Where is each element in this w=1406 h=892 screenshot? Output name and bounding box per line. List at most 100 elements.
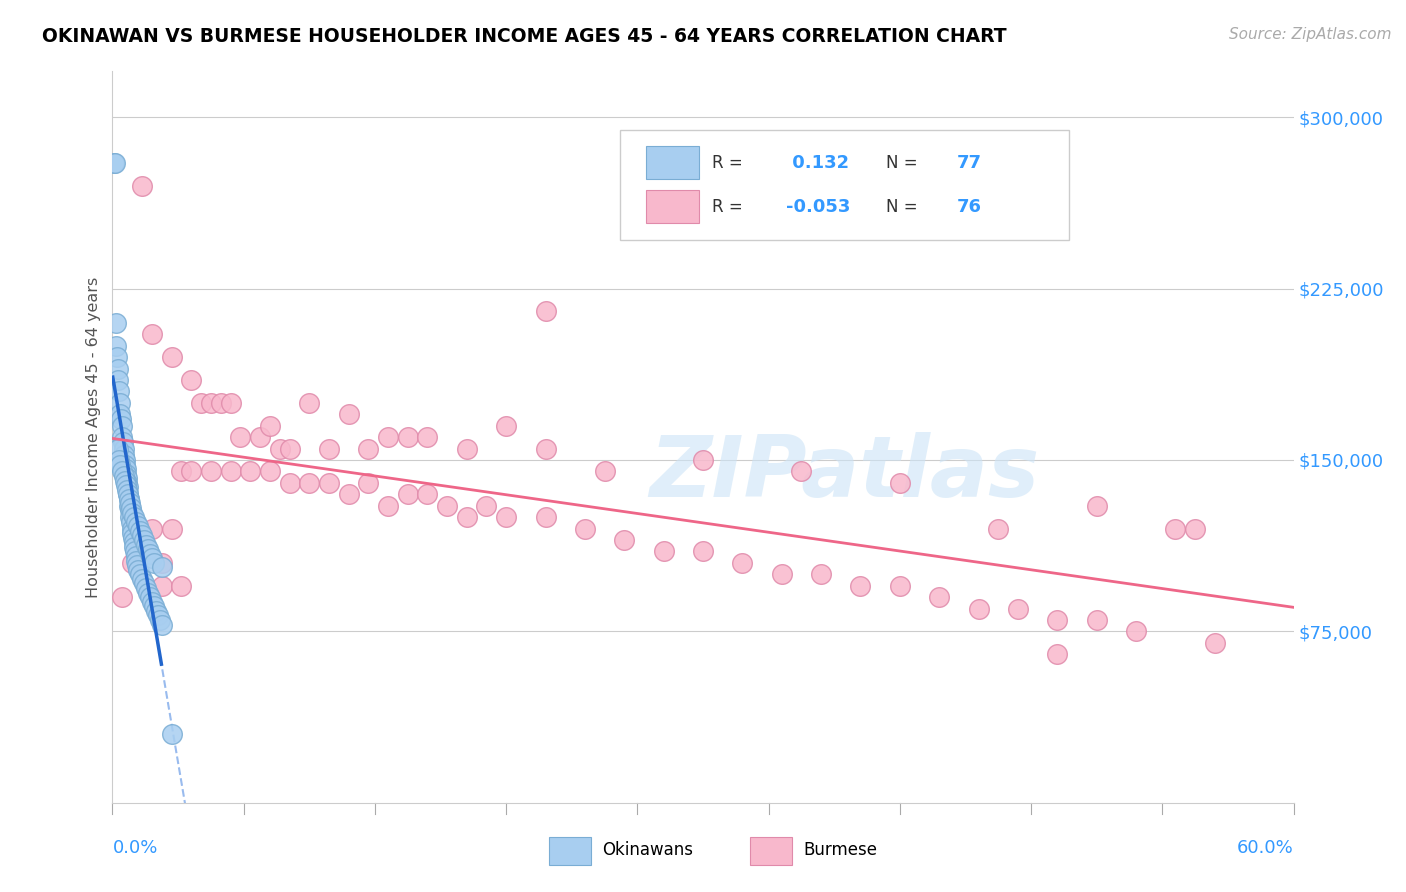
Point: [105, 316, 128, 330]
Point: [108, 453, 131, 467]
Point: [131, 572, 153, 586]
Point: [114, 474, 136, 488]
Point: [790, 464, 813, 478]
Point: [105, 338, 128, 352]
Text: ZIPatlas: ZIPatlas: [650, 432, 1040, 516]
Point: [131, 528, 153, 542]
Point: [142, 599, 165, 614]
Point: [534, 442, 557, 456]
Point: [987, 521, 1010, 535]
Point: [132, 576, 155, 591]
Y-axis label: Householder Income Ages 45 - 64 years: Householder Income Ages 45 - 64 years: [86, 277, 101, 598]
Point: [377, 430, 399, 444]
Point: [136, 585, 159, 599]
Point: [318, 442, 340, 456]
Point: [150, 560, 173, 574]
Point: [121, 521, 143, 535]
Text: N =: N =: [886, 153, 918, 172]
Point: [111, 590, 134, 604]
Point: [150, 579, 173, 593]
Point: [150, 556, 173, 570]
Point: [114, 458, 136, 472]
Point: [135, 581, 157, 595]
Point: [114, 453, 136, 467]
Point: [1007, 601, 1029, 615]
Point: [495, 510, 517, 524]
Point: [115, 478, 138, 492]
Point: [117, 487, 139, 501]
Point: [357, 442, 380, 456]
Point: [377, 499, 399, 513]
Point: [121, 506, 143, 520]
Text: Burmese: Burmese: [803, 841, 877, 859]
Text: Source: ZipAtlas.com: Source: ZipAtlas.com: [1229, 27, 1392, 42]
Point: [889, 475, 911, 490]
Point: [534, 304, 557, 318]
Point: [259, 418, 281, 433]
Point: [298, 475, 321, 490]
Bar: [550, 838, 591, 865]
Point: [110, 458, 132, 472]
Point: [117, 487, 139, 501]
Point: [318, 475, 340, 490]
Point: [115, 483, 138, 497]
Point: [1164, 521, 1187, 535]
Point: [652, 544, 675, 558]
Point: [190, 396, 212, 410]
Text: N =: N =: [886, 198, 918, 216]
Point: [135, 537, 157, 551]
Point: [219, 464, 242, 478]
Point: [122, 510, 145, 524]
Point: [122, 531, 145, 545]
Point: [475, 499, 498, 513]
Text: Okinawans: Okinawans: [603, 841, 693, 859]
Point: [928, 590, 950, 604]
Text: R =: R =: [713, 198, 744, 216]
Point: [141, 327, 163, 342]
Text: 0.0%: 0.0%: [112, 839, 157, 857]
Point: [731, 556, 754, 570]
Point: [118, 491, 141, 506]
Point: [416, 487, 439, 501]
Point: [396, 487, 419, 501]
Point: [180, 464, 202, 478]
Point: [115, 462, 138, 476]
Point: [337, 407, 360, 421]
Point: [269, 442, 291, 456]
Point: [121, 526, 143, 541]
Point: [141, 594, 163, 608]
Point: [104, 155, 127, 169]
Point: [692, 544, 714, 558]
Text: 0.132: 0.132: [786, 153, 849, 172]
Point: [142, 556, 165, 570]
Point: [107, 361, 129, 376]
Point: [574, 521, 596, 535]
Point: [107, 442, 129, 456]
Point: [770, 567, 793, 582]
Point: [136, 542, 159, 557]
Point: [416, 430, 439, 444]
Point: [1204, 636, 1226, 650]
Point: [107, 350, 129, 364]
Point: [692, 453, 714, 467]
Point: [170, 579, 193, 593]
Point: [120, 503, 142, 517]
Point: [129, 524, 152, 538]
Point: [1184, 521, 1206, 535]
Point: [122, 535, 145, 549]
Point: [357, 475, 380, 490]
Point: [456, 442, 478, 456]
FancyBboxPatch shape: [620, 130, 1069, 240]
Point: [150, 617, 173, 632]
Bar: [647, 190, 699, 223]
Point: [160, 521, 183, 535]
Point: [436, 499, 458, 513]
Point: [131, 533, 153, 547]
Point: [149, 613, 172, 627]
Point: [115, 475, 138, 490]
Point: [1046, 613, 1069, 627]
Text: OKINAWAN VS BURMESE HOUSEHOLDER INCOME AGES 45 - 64 YEARS CORRELATION CHART: OKINAWAN VS BURMESE HOUSEHOLDER INCOME A…: [42, 27, 1007, 45]
Point: [278, 475, 301, 490]
Bar: [647, 146, 699, 179]
Point: [120, 500, 142, 515]
